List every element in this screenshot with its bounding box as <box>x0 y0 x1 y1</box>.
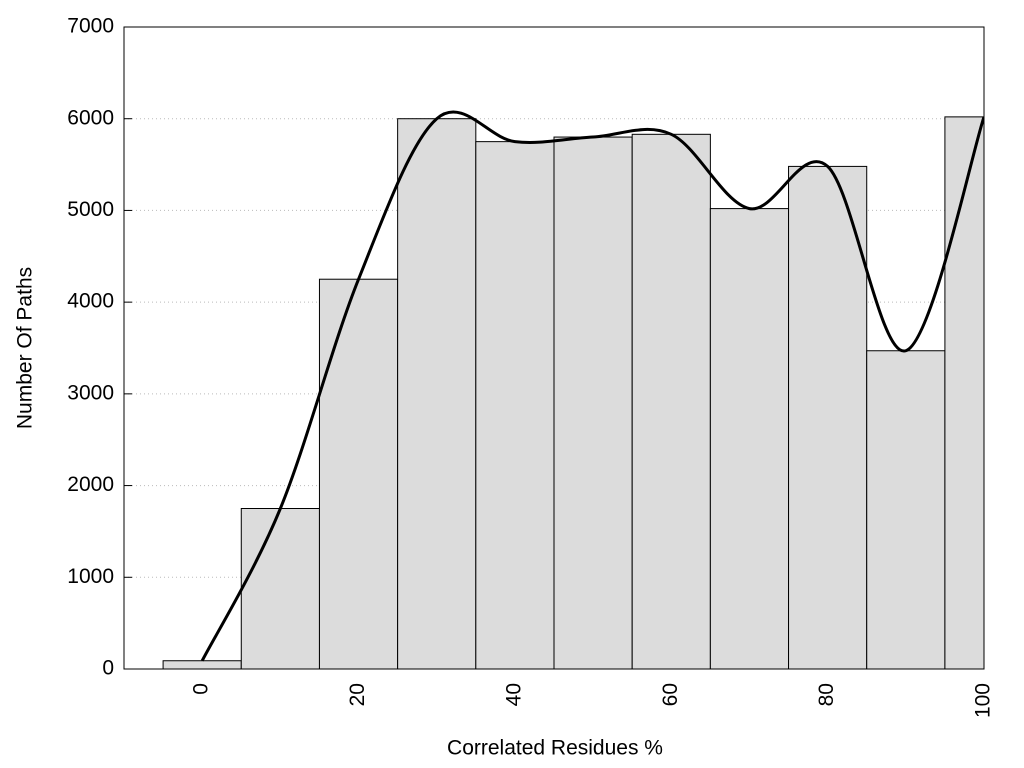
bar <box>631 133 711 669</box>
x-tick-label: 60 <box>659 683 682 706</box>
bar <box>397 118 477 669</box>
bar <box>475 141 555 669</box>
smooth-line <box>200 110 984 662</box>
bar <box>240 508 320 669</box>
plot-area <box>162 110 984 669</box>
bar <box>866 350 946 669</box>
bar <box>709 208 790 669</box>
y-tick-label: 1000 <box>67 565 114 588</box>
y-tick-label: 3000 <box>67 381 114 404</box>
x-tick-label: 20 <box>346 683 369 706</box>
y-tick-label: 5000 <box>67 198 114 221</box>
x-tick-label: 0 <box>190 683 213 695</box>
bar <box>944 116 984 669</box>
y-tick-label: 6000 <box>67 106 114 129</box>
y-tick-label: 7000 <box>67 15 114 38</box>
bar <box>553 136 633 669</box>
plot-frame <box>123 26 985 670</box>
x-tick-label: 80 <box>815 683 838 706</box>
y-tick-label: 0 <box>102 657 114 680</box>
y-tick-label: 4000 <box>67 290 114 313</box>
bar <box>318 278 399 669</box>
x-tick-label: 40 <box>502 683 525 706</box>
y-axis-label: Number Of Paths <box>14 267 37 429</box>
x-tick-label: 100 <box>972 683 995 718</box>
bar <box>788 165 868 669</box>
y-tick-label: 2000 <box>67 473 114 496</box>
bar <box>162 660 242 669</box>
x-axis-label: Correlated Residues % <box>447 737 663 760</box>
